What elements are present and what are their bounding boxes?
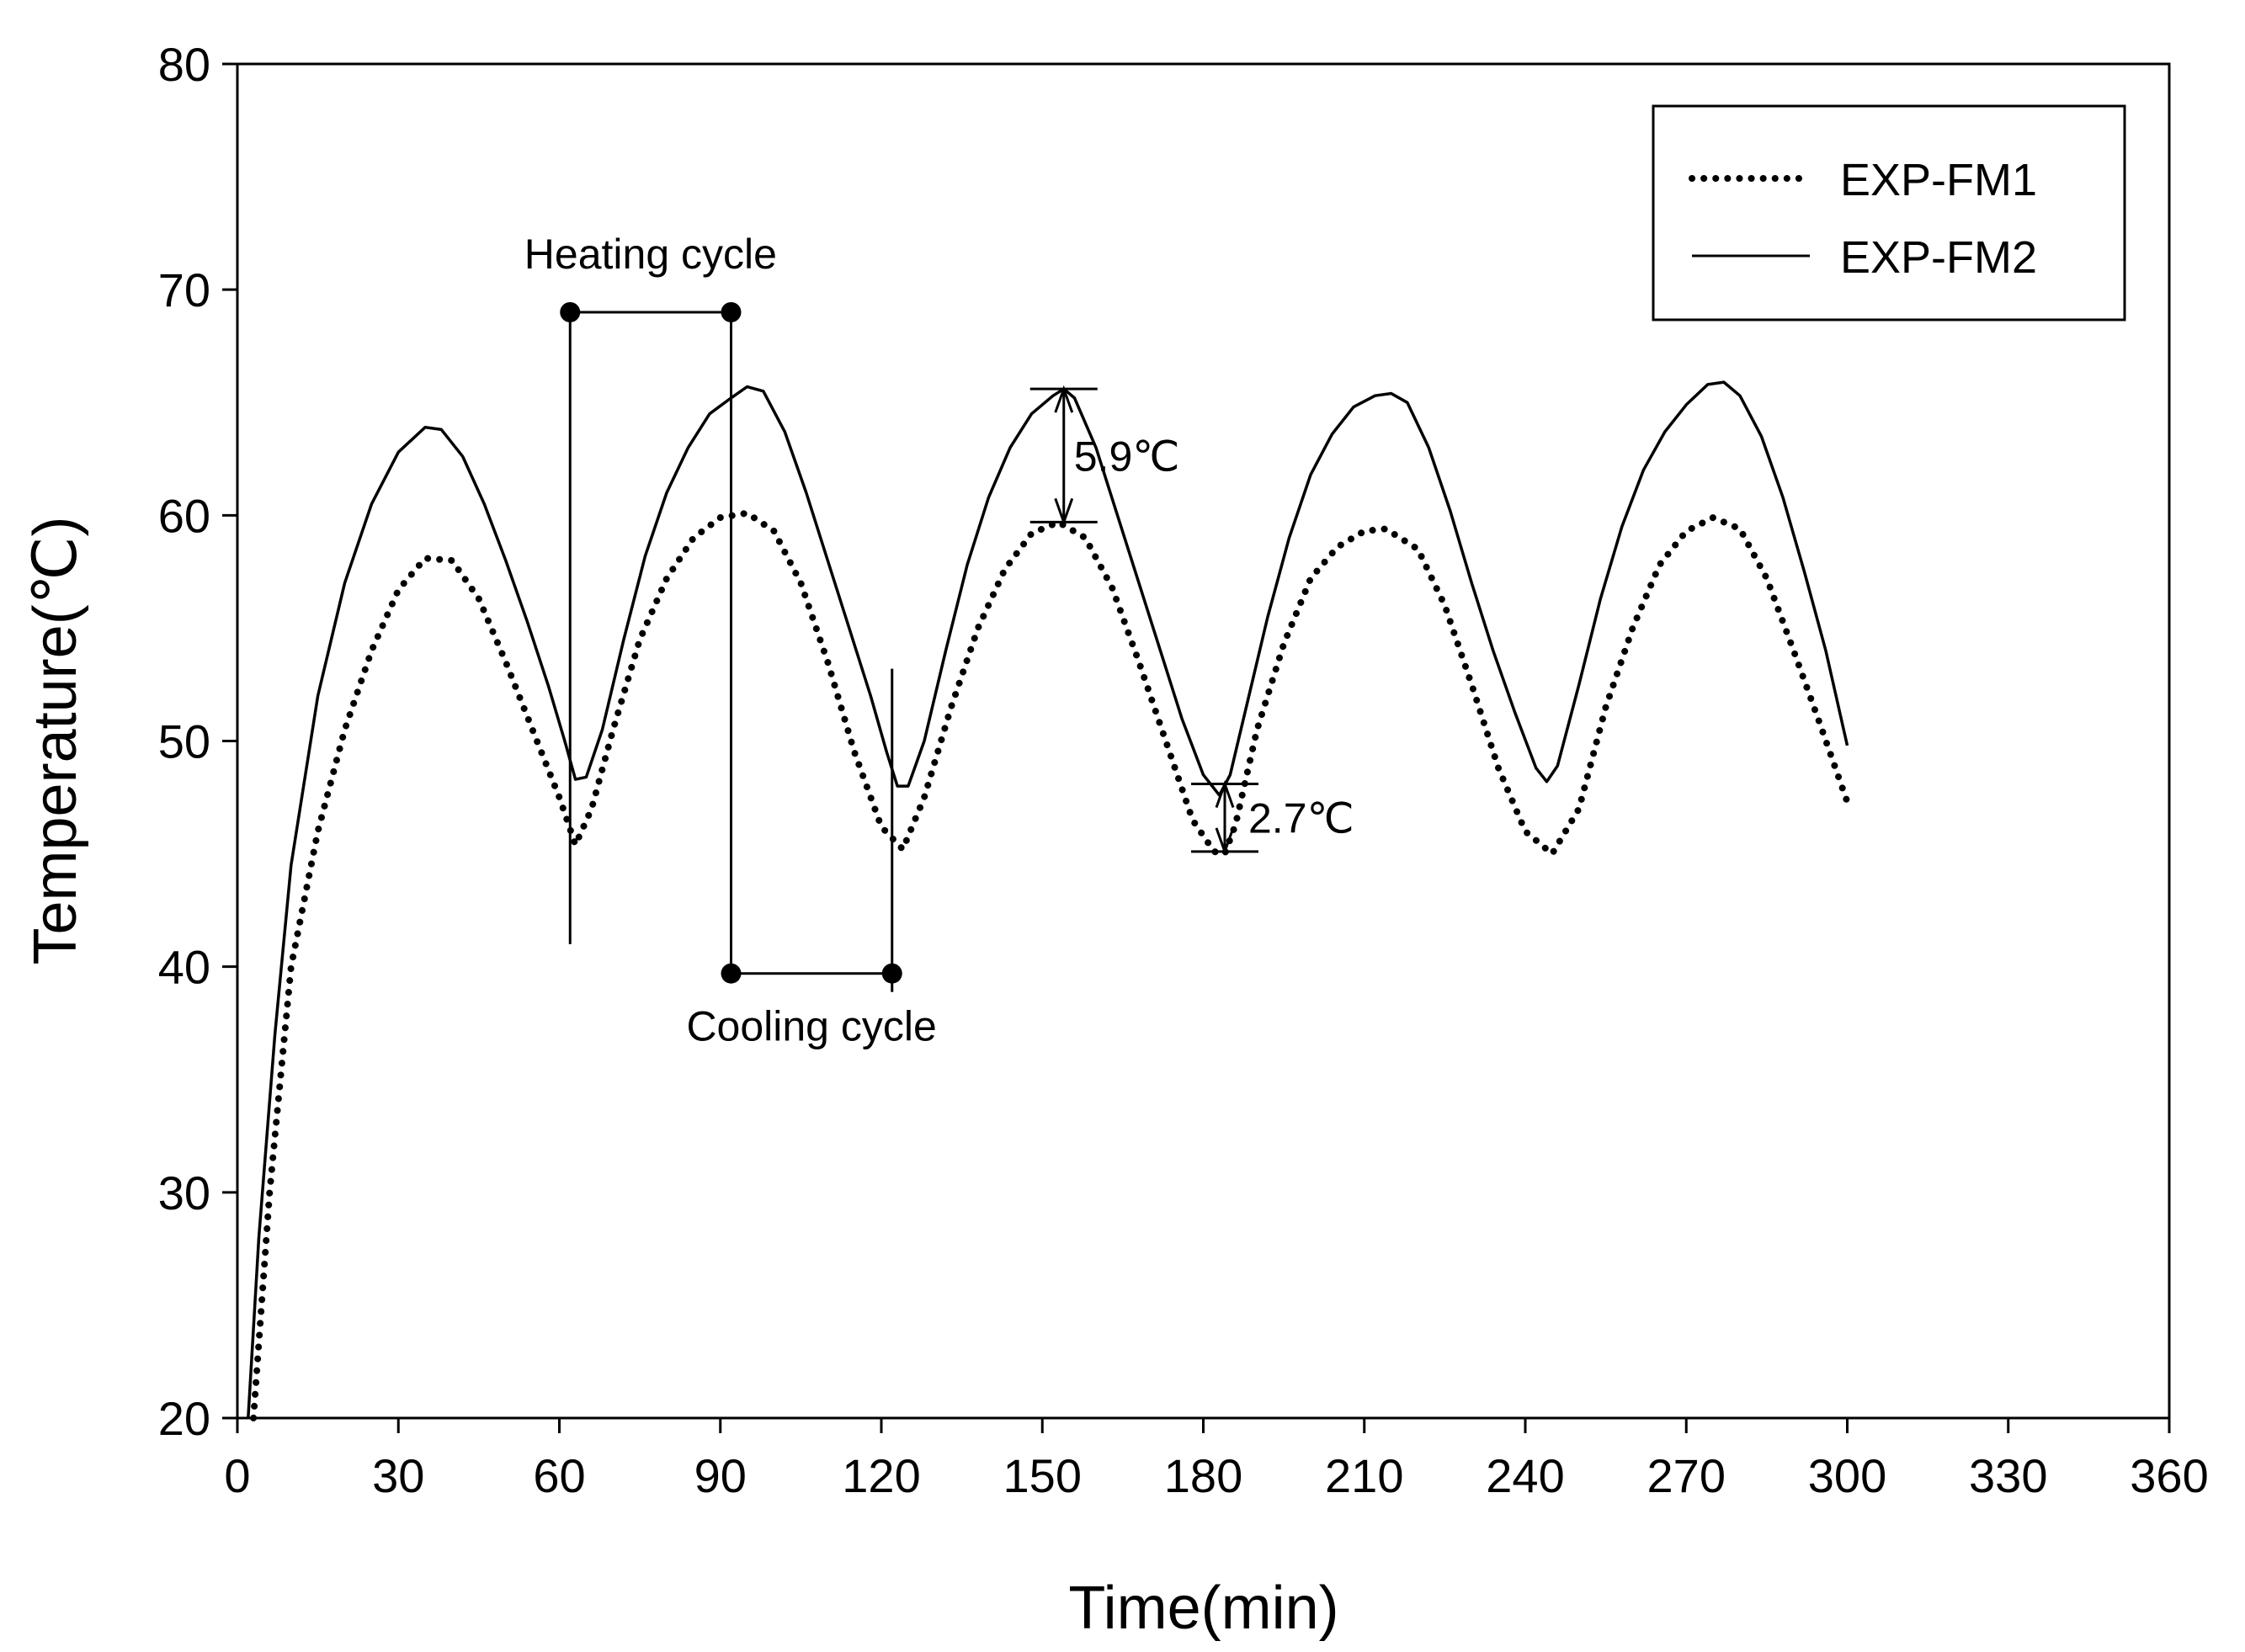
legend: EXP-FM1 EXP-FM2	[1652, 104, 2126, 321]
cooling-cycle-end-dot	[881, 963, 902, 984]
annotation-layer: Heating cycle Cooling cycle 5.9℃ 2.7℃	[524, 231, 1354, 1050]
valley-difference-arrow-up	[1215, 779, 1235, 808]
valley-difference-arrow-down	[1215, 827, 1235, 856]
cooling-cycle-start-dot	[721, 963, 742, 984]
peak-difference-arrow-up	[1054, 385, 1074, 413]
axis-tick-labels: 0 30 60 90 120 150 180 210 240 270 300 330 360 20 30 40…	[158, 38, 2209, 1502]
x-tick-label: 0	[224, 1449, 250, 1502]
x-tick-label: 150	[1003, 1449, 1082, 1502]
y-tick-label: 60	[158, 489, 210, 542]
x-tick-label: 210	[1325, 1449, 1403, 1502]
y-tick-label: 30	[158, 1166, 210, 1219]
series-layer	[247, 380, 1851, 1421]
heating-cycle-label: Heating cycle	[524, 231, 777, 278]
series-line-exp-fm2	[247, 380, 1849, 1419]
y-tick-label: 20	[158, 1392, 210, 1445]
axis-ticks	[222, 62, 2171, 1433]
y-tick-label: 40	[158, 941, 210, 994]
x-tick-label: 120	[842, 1449, 920, 1502]
y-tick-label: 50	[158, 715, 210, 768]
x-tick-label: 270	[1647, 1449, 1726, 1502]
y-tick-label: 70	[158, 263, 210, 316]
x-tick-label: 300	[1808, 1449, 1886, 1502]
cooling-cycle-label: Cooling cycle	[686, 1003, 936, 1050]
x-tick-label: 330	[1969, 1449, 2047, 1502]
x-tick-label: 30	[372, 1449, 424, 1502]
y-axis-title: Temperature(℃)	[22, 516, 89, 964]
peak-difference-arrow-down	[1054, 497, 1074, 526]
x-axis-title: Time(min)	[1068, 1575, 1338, 1642]
series-line-exp-fm1	[250, 509, 1851, 1421]
valley-difference-label: 2.7℃	[1248, 795, 1354, 842]
legend-label-exp-fm2: EXP-FM2	[1840, 232, 2037, 283]
x-tick-label: 180	[1164, 1449, 1242, 1502]
x-tick-label: 240	[1486, 1449, 1564, 1502]
legend-box	[1652, 104, 2126, 321]
y-tick-label: 80	[158, 38, 210, 91]
peak-difference-label: 5.9℃	[1074, 433, 1180, 480]
x-tick-label: 90	[694, 1449, 747, 1502]
heating-cycle-start-dot	[560, 301, 581, 322]
x-tick-label: 60	[533, 1449, 585, 1502]
legend-label-exp-fm1: EXP-FM1	[1840, 155, 2037, 205]
x-tick-label: 360	[2130, 1449, 2208, 1502]
